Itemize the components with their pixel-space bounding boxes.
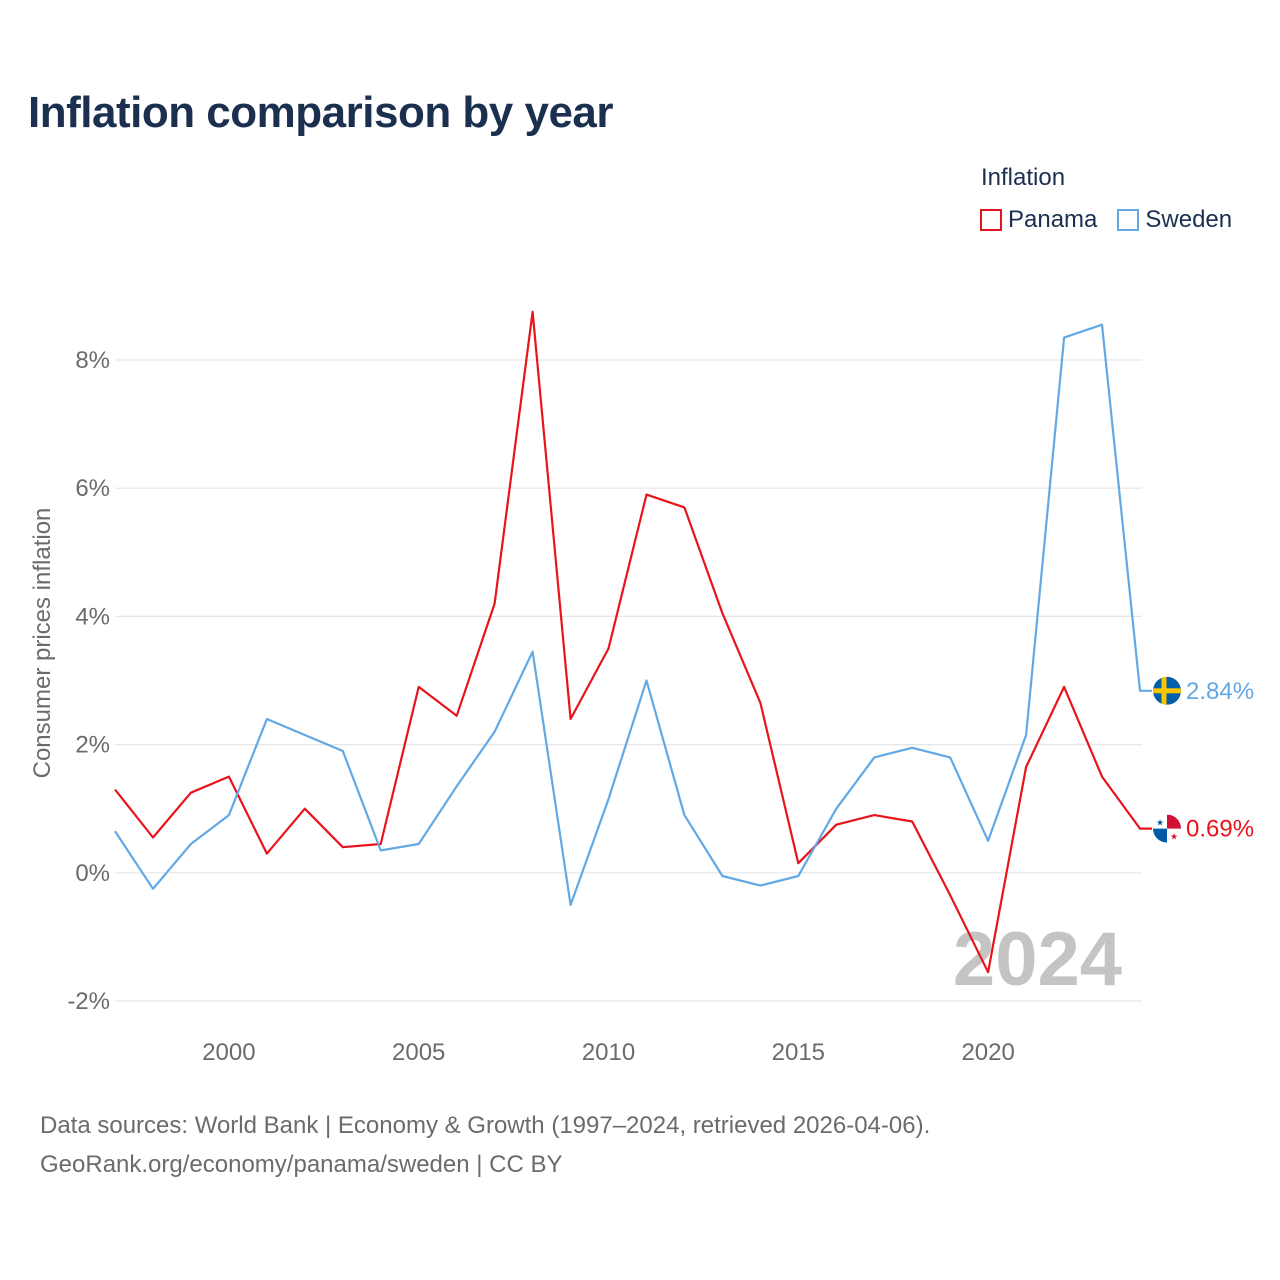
- end-labels: ★ ★ 2.84% 0.69%: [1153, 676, 1254, 843]
- footer-sources: Data sources: World Bank | Economy & Gro…: [40, 1112, 931, 1139]
- watermark-year: 2024: [953, 917, 1122, 1002]
- y-tick-labels: -2% 0% 2% 4% 6% 8%: [67, 347, 110, 1015]
- y-tick-label: 0%: [75, 860, 110, 887]
- y-axis-label: Consumer prices inflation: [29, 508, 56, 779]
- x-tick-label: 2020: [961, 1039, 1014, 1066]
- legend-swatch-panama: [980, 209, 1002, 231]
- legend: Panama Sweden: [980, 206, 1232, 234]
- y-tick-label: 6%: [75, 475, 110, 502]
- y-tick-label: -2%: [67, 988, 110, 1015]
- legend-label-sweden: Sweden: [1145, 206, 1233, 233]
- legend-label-panama: Panama: [1008, 206, 1098, 233]
- y-tick-label: 2%: [75, 732, 110, 759]
- series-line-sweden: [114, 323, 1152, 906]
- end-label-panama: 0.69%: [1186, 816, 1254, 843]
- svg-text:★: ★: [1156, 818, 1164, 828]
- x-tick-labels: 2000 2005 2010 2015 2020: [202, 1039, 1015, 1066]
- series-line-panama: [114, 310, 1152, 974]
- x-tick-label: 2005: [392, 1039, 445, 1066]
- legend-title: Inflation: [981, 164, 1066, 191]
- legend-item-sweden[interactable]: Sweden: [1117, 206, 1232, 234]
- end-label-sweden: 2.84%: [1186, 678, 1254, 705]
- panama-flag-icon: ★ ★: [1153, 814, 1181, 843]
- x-tick-label: 2015: [772, 1039, 825, 1066]
- series-lines: [114, 310, 1152, 974]
- footer: Data sources: World Bank | Economy & Gro…: [40, 1106, 930, 1184]
- chart-title: Inflation comparison by year: [28, 88, 614, 137]
- footer-link[interactable]: GeoRank.org/economy/panama/sweden | CC B…: [40, 1151, 563, 1178]
- legend-swatch-sweden: [1117, 209, 1140, 231]
- legend-item-panama[interactable]: Panama: [980, 206, 1097, 234]
- grid-lines: [115, 359, 1142, 1002]
- y-tick-label: 4%: [75, 603, 110, 630]
- x-tick-label: 2010: [582, 1039, 635, 1066]
- svg-text:★: ★: [1170, 832, 1178, 842]
- x-tick-label: 2000: [202, 1039, 255, 1066]
- y-tick-label: 8%: [75, 347, 110, 374]
- sweden-flag-icon: [1153, 676, 1181, 705]
